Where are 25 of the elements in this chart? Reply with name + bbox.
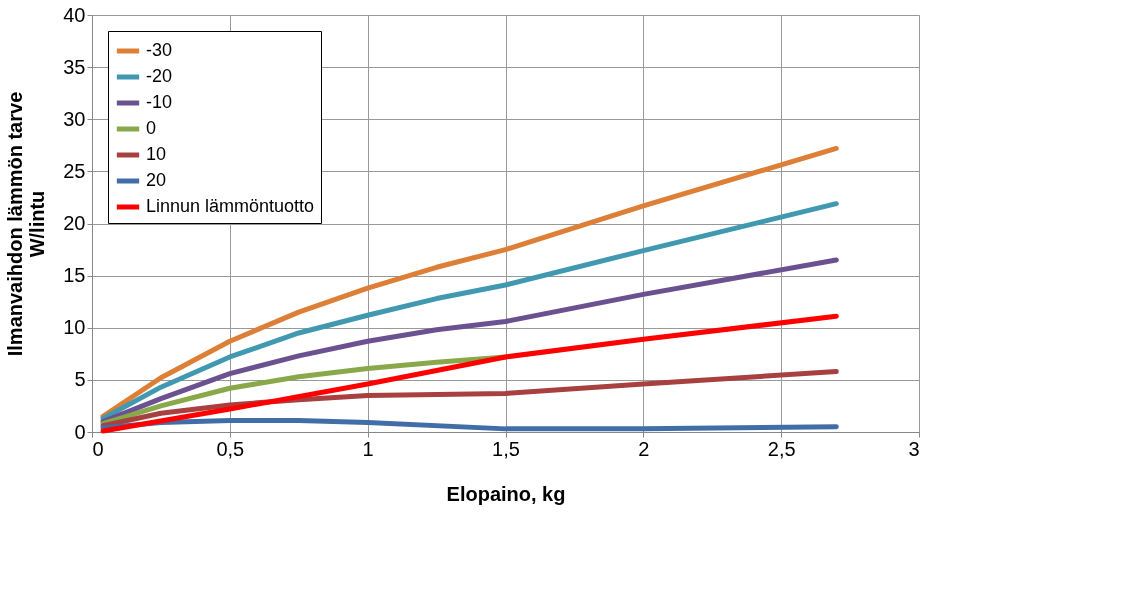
x-tick-label: 0 — [92, 437, 104, 460]
legend-label: -10 — [146, 92, 173, 112]
x-tick-label: 2,5 — [767, 437, 796, 460]
y-tick-label: 20 — [63, 212, 86, 234]
x-axis-title: Elopaino, kg — [446, 482, 566, 505]
y-tick-label: 25 — [63, 159, 86, 182]
legend-label: -20 — [146, 66, 173, 86]
x-tick-label: 1 — [362, 437, 374, 460]
legend-label: 10 — [146, 144, 167, 164]
legend-label: -30 — [146, 40, 173, 60]
y-tick-label: 0 — [74, 420, 86, 443]
x-tick-label: 1,5 — [492, 437, 520, 460]
legend-label: Linnun lämmöntuotto — [146, 196, 315, 216]
y-tick-label: 30 — [63, 107, 86, 130]
legend-label: 20 — [146, 170, 167, 190]
x-tick-label: 2 — [638, 437, 650, 460]
x-tick-label: 3 — [908, 437, 920, 460]
legend-label: 0 — [146, 118, 157, 138]
y-tick-label: 15 — [63, 264, 86, 287]
y-tick-label: 5 — [74, 368, 86, 391]
x-tick-label: 0,5 — [216, 437, 245, 460]
y-tick-label: 40 — [63, 3, 86, 26]
y-tick-label: 35 — [63, 55, 86, 78]
y-tick-label: 10 — [63, 316, 86, 339]
y-axis-title: Ilmanvaihdon lämmön tarve W/lintu — [4, 91, 49, 357]
